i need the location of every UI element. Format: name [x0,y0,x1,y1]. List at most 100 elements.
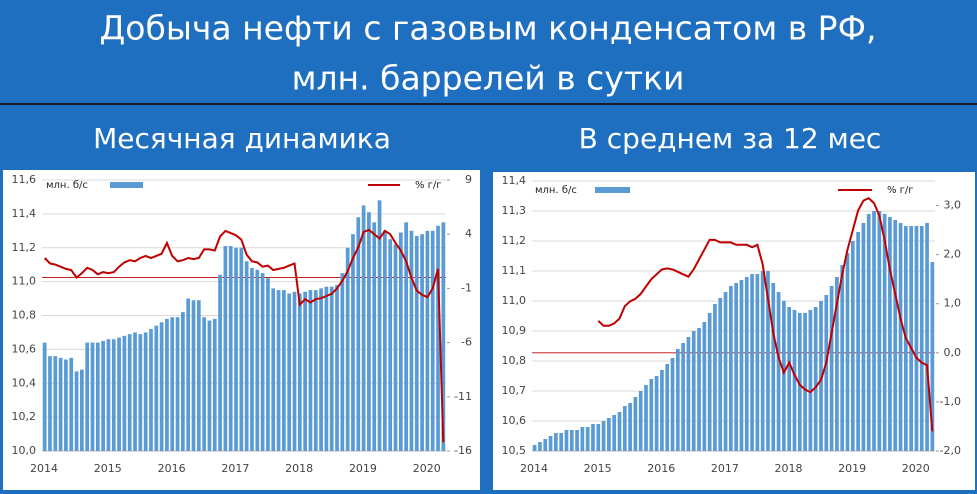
bar [430,230,435,451]
bar [888,217,892,451]
bar [622,406,627,451]
y2-tick-label: 4 [465,227,472,240]
bar [404,222,408,451]
bar [425,230,430,451]
bar [569,430,574,451]
bar [149,329,153,451]
y-tick-label: 11,4 [502,174,527,187]
bar [223,246,228,451]
bar [303,291,307,451]
bar [734,283,739,451]
title-line: млн. баррелей в сутки [292,59,685,98]
legend-label: млн. б/с [46,180,88,191]
y2-tick-label: -1,0 [940,395,961,408]
y-tick-label: 10,4 [12,376,37,389]
chart-subtitle: В среднем за 12 мес [579,122,882,155]
y-tick-label: 11,1 [502,264,527,277]
bar [436,225,440,451]
bar [367,212,371,451]
bar [154,325,159,451]
x-tick-label: 2015 [94,462,122,475]
y2-tick-label: -16 [454,444,472,457]
bar [909,226,913,451]
bar [919,226,924,451]
bar [143,332,148,451]
chart: 10,0 10,2 10,4 10,6 10,8 11,0 11,2 11,4 11,6 -16 -… [12,173,473,475]
title-line: Добыча нефти с газовым конденсатом в РФ, [100,9,877,48]
bar [644,385,648,451]
bar [308,290,313,451]
bar [548,436,553,451]
bar [829,286,834,451]
bar [559,433,564,451]
bar [660,370,664,451]
bar [377,200,382,451]
bar [255,269,260,451]
bar [930,262,935,451]
bar [638,391,643,451]
x-tick-label: 2018 [285,462,313,475]
bar [409,230,414,451]
bar [824,295,829,451]
bar [85,342,90,451]
x-tick-label: 2016 [158,462,186,475]
bar [532,445,537,451]
line-series [43,228,445,443]
y-tick-label: 11,6 [12,173,37,186]
bar [186,298,191,451]
y-tick-label: 11,2 [502,234,527,247]
y-tick-label: 10,8 [12,309,37,322]
bar [654,376,659,451]
bar [80,369,84,451]
bar [106,339,111,451]
bar [159,322,164,451]
bar [554,433,558,451]
y2-tick-label: -2,0 [940,444,961,457]
bar [117,337,121,451]
bar [670,358,675,451]
y-tick-label: 11,0 [502,294,527,307]
x-tick-label: 2017 [711,462,739,475]
bar [324,286,329,451]
bar [596,424,601,451]
bar [319,288,323,451]
bar [372,222,377,451]
bar [250,268,254,451]
bar [792,310,797,451]
bar [234,247,238,451]
bar [282,290,286,451]
x-tick-label: 2015 [584,462,612,475]
y-tick-label: 10,2 [12,410,37,423]
bar [244,261,249,451]
y2-tick-label: 0,0 [944,346,962,359]
bar [718,298,723,451]
y2-tick-label: 1,0 [944,297,962,310]
bar [686,337,691,451]
x-tick-label: 2019 [349,462,377,475]
y2-tick-label: -6 [461,336,472,349]
bar [697,328,701,451]
x-tick-label: 2019 [838,462,866,475]
bar [292,291,297,451]
bar [170,317,175,451]
y2-tick-label: 9 [465,173,472,186]
bar [845,253,850,451]
bar [728,286,733,451]
y-tick-label: 11,2 [12,241,37,254]
bar [218,274,222,451]
bar [138,334,143,451]
bar [771,283,776,451]
legend-swatch [110,182,143,188]
legend-label: % г/г [415,180,442,191]
chart-subtitle: Месячная динамика [93,122,391,155]
bar [228,246,233,451]
bar [271,288,276,451]
y-tick-label: 10,0 [12,444,37,457]
x-tick-label: 2020 [902,462,930,475]
y-tick-label: 10,7 [502,384,527,397]
bar [585,427,590,451]
bar [287,293,292,451]
bar [877,211,882,451]
bar [760,271,765,451]
bar [856,232,860,451]
